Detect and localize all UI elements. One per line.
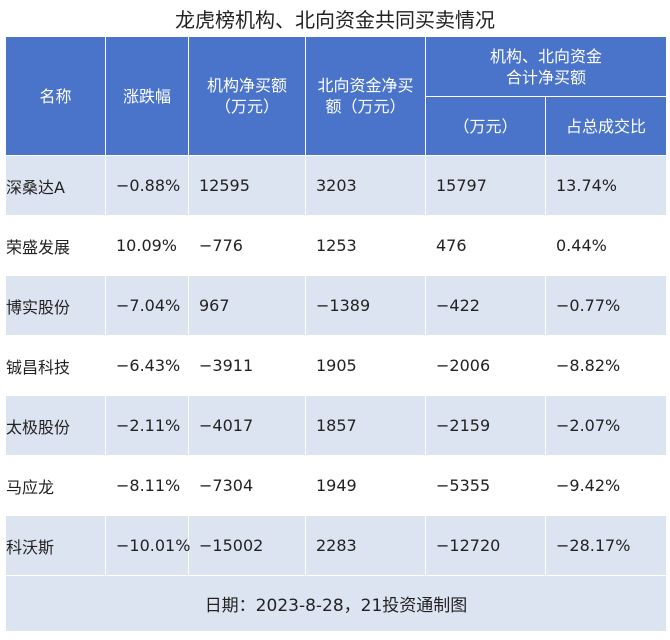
page-title: 龙虎榜机构、北向资金共同买卖情况 bbox=[175, 8, 495, 32]
header-north-line2: 额（万元） bbox=[325, 97, 406, 116]
cell-name: 马应龙 bbox=[5, 455, 106, 516]
cell-name: 博实股份 bbox=[5, 275, 106, 336]
cell-inst: −3911 bbox=[188, 335, 306, 396]
header-north-line1: 北向资金净买 bbox=[317, 76, 414, 95]
cell-name: 深桑达A bbox=[5, 155, 106, 216]
header-share: 占总成交比 bbox=[544, 96, 668, 156]
header-combined-line2: 合计净买额 bbox=[506, 67, 587, 87]
cell-total: −2159 bbox=[425, 395, 546, 456]
cell-name: 荣盛发展 bbox=[5, 215, 106, 276]
table-row: 马应龙 −8.11% −7304 1949 −5355 −9.42% bbox=[5, 455, 668, 516]
cell-share: −0.77% bbox=[544, 275, 668, 336]
table-header: 名称 涨跌幅 机构净买额 （万元） 北向资金净买 额（万元） 机构、北向资金 合… bbox=[5, 36, 668, 156]
cell-inst: 967 bbox=[188, 275, 306, 336]
header-inst-line2: （万元） bbox=[214, 97, 279, 116]
table-row: 深桑达A −0.88% 12595 3203 15797 13.74% bbox=[5, 155, 668, 216]
cell-share: −9.42% bbox=[544, 455, 668, 516]
header-north: 北向资金净买 额（万元） bbox=[305, 36, 426, 156]
cell-inst: −4017 bbox=[188, 395, 306, 456]
table-row: 荣盛发展 10.09% −776 1253 476 0.44% bbox=[5, 215, 668, 276]
cell-north: 1253 bbox=[305, 215, 426, 276]
table-row: 科沃斯 −10.01% −15002 2283 −12720 −28.17% bbox=[5, 515, 668, 576]
cell-north: 3203 bbox=[305, 155, 426, 216]
header-combined: 机构、北向资金 合计净买额 bbox=[424, 36, 668, 97]
cell-north: 1857 bbox=[305, 395, 426, 456]
cell-name: 科沃斯 bbox=[5, 515, 106, 576]
cell-total: −422 bbox=[425, 275, 546, 336]
cell-change: −0.88% bbox=[105, 155, 189, 216]
cell-inst: −776 bbox=[188, 215, 306, 276]
cell-north: 1949 bbox=[305, 455, 426, 516]
header-name: 名称 bbox=[5, 36, 106, 156]
cell-total: −12720 bbox=[425, 515, 546, 576]
cell-total: 15797 bbox=[425, 155, 546, 216]
table-row: 博实股份 −7.04% 967 −1389 −422 −0.77% bbox=[5, 275, 668, 336]
data-table: 名称 涨跌幅 机构净买额 （万元） 北向资金净买 额（万元） 机构、北向资金 合… bbox=[4, 36, 668, 632]
cell-north: 1905 bbox=[305, 335, 426, 396]
table-row: 太极股份 −2.11% −4017 1857 −2159 −2.07% bbox=[5, 395, 668, 456]
cell-name: 太极股份 bbox=[5, 395, 106, 456]
cell-change: −2.11% bbox=[105, 395, 189, 456]
header-inst: 机构净买额 （万元） bbox=[188, 36, 306, 156]
cell-share: −28.17% bbox=[544, 515, 668, 576]
header-change: 涨跌幅 bbox=[105, 36, 189, 156]
cell-share: −2.07% bbox=[544, 395, 668, 456]
header-combined-unit: （万元） bbox=[425, 96, 546, 156]
cell-change: −8.11% bbox=[105, 455, 189, 516]
cell-name: 铖昌科技 bbox=[5, 335, 106, 396]
table-row: 铖昌科技 −6.43% −3911 1905 −2006 −8.82% bbox=[5, 335, 668, 396]
cell-inst: −15002 bbox=[188, 515, 306, 576]
footer-note: 日期：2023-8-28，21投资通制图 bbox=[4, 575, 668, 632]
table-body: 深桑达A −0.88% 12595 3203 15797 13.74% 荣盛发展 10.09%… bbox=[5, 155, 668, 576]
cell-change: −10.01% bbox=[105, 515, 190, 576]
cell-total: −5355 bbox=[425, 455, 546, 516]
header-combined-line1: 机构、北向资金 bbox=[490, 46, 603, 66]
cell-change: −7.04% bbox=[105, 275, 189, 336]
cell-share: −8.82% bbox=[544, 335, 668, 396]
cell-north: −1389 bbox=[305, 275, 426, 336]
header-inst-line1: 机构净买额 bbox=[206, 76, 287, 95]
cell-total: 476 bbox=[425, 215, 546, 276]
cell-total: −2006 bbox=[425, 335, 546, 396]
cell-inst: −7304 bbox=[188, 455, 306, 516]
cell-change: −6.43% bbox=[105, 335, 189, 396]
cell-inst: 12595 bbox=[188, 155, 306, 216]
cell-share: 13.74% bbox=[544, 155, 668, 216]
cell-share: 0.44% bbox=[544, 215, 668, 276]
cell-change: 10.09% bbox=[105, 215, 189, 276]
cell-north: 2283 bbox=[305, 515, 426, 576]
